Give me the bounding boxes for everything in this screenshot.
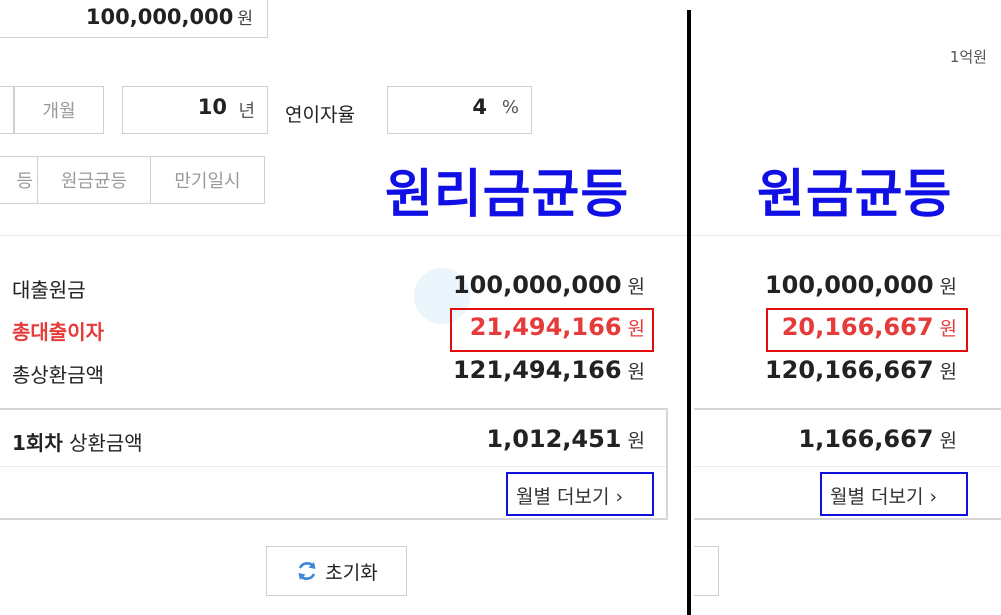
right-first-installment-divider — [694, 466, 1001, 467]
reset-button[interactable]: 초기화 — [266, 546, 407, 596]
total-repayment-label: 총상환금액 — [12, 363, 104, 387]
loan-amount-input[interactable]: 100,000,000 원 — [0, 0, 268, 38]
reset-label: 초기화 — [325, 561, 378, 584]
right-monthly-more-link[interactable]: 월별 더보기 › — [830, 486, 938, 508]
period-unit-month-button[interactable]: 개월 — [14, 86, 104, 134]
annotation-left-method: 원리금균등 — [385, 165, 630, 225]
chevron-right-icon: › — [929, 486, 938, 508]
watermark-bird-icon — [414, 268, 470, 324]
tab-equal-principal[interactable]: 원금균등 — [37, 156, 151, 204]
loan-amount-value: 100,000,000 원 — [85, 5, 253, 29]
loan-amount-hint: 1억원 — [949, 48, 987, 66]
principal-value: 100,000,000 원 — [452, 271, 645, 299]
right-first-installment-panel — [694, 408, 1001, 520]
first-installment-label: 1회차 상환금액 — [12, 431, 143, 455]
interest-rate-label: 연이자율 — [285, 104, 355, 126]
refresh-icon — [298, 562, 316, 580]
right-principal-value: 100,000,000 원 — [764, 271, 957, 299]
period-unit: 년 — [238, 101, 255, 122]
right-reset-button-partial[interactable] — [694, 546, 719, 596]
highlight-box-right-interest — [766, 308, 968, 352]
right-first-installment-value: 1,166,667 원 — [798, 425, 957, 453]
period-unit-partial-button[interactable] — [0, 86, 14, 134]
first-installment-panel — [0, 408, 668, 520]
period-input[interactable]: 10 년 — [122, 86, 268, 134]
section-divider — [0, 235, 1001, 236]
annotation-right-method: 원금균등 — [757, 165, 953, 225]
tab-equal-payment[interactable]: 등 — [0, 156, 38, 204]
tab-bullet[interactable]: 만기일시 — [150, 156, 265, 204]
period-value: 10 — [197, 95, 227, 119]
chevron-right-icon: › — [615, 486, 624, 508]
highlight-box-left-more — [506, 472, 654, 516]
highlight-box-left-interest — [450, 308, 654, 352]
first-installment-divider — [0, 466, 666, 467]
total-interest-label: 총대출이자 — [12, 320, 104, 344]
interest-rate-input[interactable]: 4 % — [387, 86, 532, 134]
comparison-divider-line — [687, 10, 691, 615]
first-installment-value: 1,012,451 원 — [486, 425, 645, 453]
total-repayment-value: 121,494,166 원 — [452, 356, 645, 384]
highlight-box-right-more — [820, 472, 968, 516]
monthly-more-link[interactable]: 월별 더보기 › — [516, 486, 624, 508]
interest-rate-value: 4 — [472, 95, 487, 119]
total-interest-value: 21,494,166 원 — [469, 313, 645, 341]
right-total-interest-value: 20,166,667 원 — [781, 313, 957, 341]
right-total-repayment-value: 120,166,667 원 — [764, 356, 957, 384]
principal-label: 대출원금 — [12, 278, 86, 302]
interest-rate-unit: % — [501, 97, 519, 118]
